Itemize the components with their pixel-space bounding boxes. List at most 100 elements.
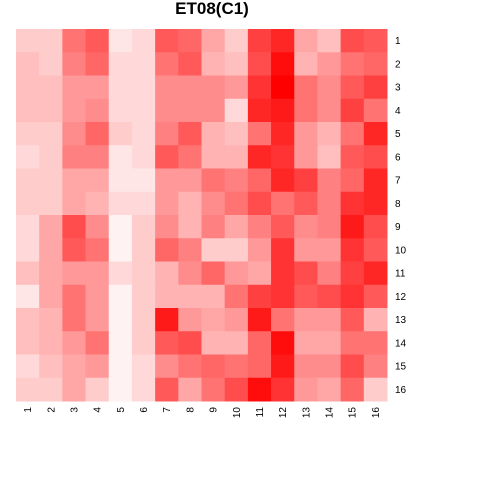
heatmap-cell [224,75,249,100]
heatmap-cell [131,145,156,169]
heatmap-cell [247,354,272,379]
heatmap-cell [39,75,63,100]
heatmap-cell [224,377,249,402]
heatmap-cell [317,377,342,402]
heatmap-cell [317,168,342,193]
heatmap-cell [340,238,365,262]
heatmap-cell [247,145,272,169]
heatmap-cell [39,52,63,76]
heatmap-cell [178,52,202,76]
heatmap-cell [131,122,156,146]
heatmap-cell [178,168,202,193]
y-tick-label: 7 [395,176,401,187]
x-tick-label: 8 [185,407,196,413]
heatmap-cell [178,284,202,309]
heatmap-cell [62,29,87,53]
heatmap-cell [247,308,272,332]
heatmap-cell [16,354,40,379]
heatmap-cell [201,377,226,402]
heatmap-cell [16,261,40,286]
heatmap-cell [62,354,87,379]
heatmap-cell [340,284,365,309]
heatmap-cell [39,284,63,309]
heatmap-cell [271,261,295,286]
heatmap-cell [224,168,249,193]
heatmap-cell [224,354,249,379]
heatmap-cell [201,354,226,379]
heatmap-cell [247,122,272,146]
x-tick-label: 2 [46,407,57,413]
heatmap-cell [340,308,365,332]
x-tick-label: 7 [162,407,173,413]
heatmap-cell [294,75,318,100]
heatmap-cell [155,122,179,146]
heatmap-cell [201,284,226,309]
heatmap-cell [224,308,249,332]
heatmap-cell [108,377,133,402]
heatmap-cell [16,168,40,193]
heatmap-cell [178,122,202,146]
heatmap-cell [271,308,295,332]
heatmap-cell [131,52,156,76]
heatmap-cell [201,331,226,355]
heatmap-cell [108,261,133,286]
heatmap-cell [131,168,156,193]
heatmap-cell [178,75,202,100]
heatmap-cell [16,29,40,53]
heatmap-cell [62,191,87,216]
heatmap-cell [340,331,365,355]
heatmap-cell [340,191,365,216]
heatmap-cell [108,29,133,53]
heatmap-cell [178,145,202,169]
heatmap-cell [317,191,342,216]
heatmap-cell [108,168,133,193]
heatmap-cells [16,29,388,402]
heatmap-cell [224,98,249,123]
heatmap-cell [340,354,365,379]
heatmap-cell [85,238,110,262]
heatmap-cell [178,238,202,262]
heatmap-cell [294,377,318,402]
heatmap-cell [16,308,40,332]
heatmap-cell [340,168,365,193]
heatmap-cell [224,122,249,146]
heatmap-cell [224,238,249,262]
heatmap-cell [294,284,318,309]
heatmap-cell [16,75,40,100]
x-tick-label: 1 [23,407,34,413]
heatmap-cell [363,145,388,169]
heatmap-cell [271,75,295,100]
heatmap-cell [62,75,87,100]
heatmap-cell [271,29,295,53]
heatmap-cell [224,29,249,53]
x-tick-label: 15 [348,407,359,419]
heatmap-cell [363,308,388,332]
y-tick-label: 16 [395,385,407,396]
heatmap-cell [294,261,318,286]
y-tick-label: 15 [395,362,407,373]
heatmap-cell [317,215,342,239]
y-tick-label: 11 [395,269,406,280]
heatmap-cell [363,98,388,123]
heatmap-cell [224,331,249,355]
heatmap-cell [85,354,110,379]
heatmap-cell [16,52,40,76]
heatmap-cell [16,331,40,355]
heatmap-cell [39,354,63,379]
heatmap-cell [178,215,202,239]
heatmap-cell [247,29,272,53]
heatmap-cell [201,215,226,239]
heatmap-cell [294,308,318,332]
heatmap-cell [85,52,110,76]
heatmap-cell [155,238,179,262]
heatmap-cell [62,98,87,123]
heatmap-cell [39,261,63,286]
heatmap-cell [62,377,87,402]
heatmap-cell [247,215,272,239]
y-tick-label: 1 [395,36,401,47]
heatmap-cell [363,168,388,193]
heatmap-cell [317,331,342,355]
heatmap-cell [108,75,133,100]
heatmap-cell [340,52,365,76]
heatmap-cell [39,29,63,53]
